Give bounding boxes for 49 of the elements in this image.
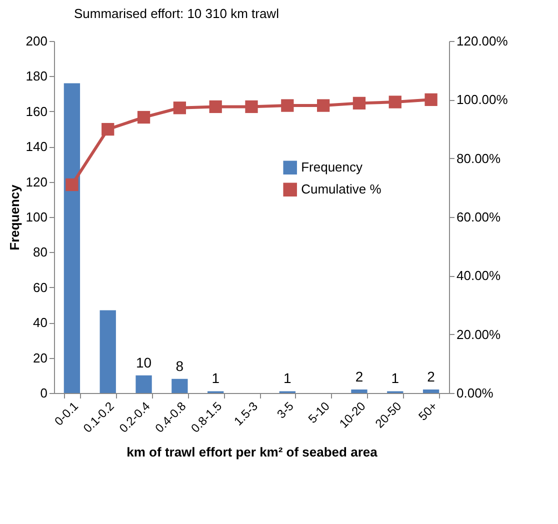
x-tick-label: 50+	[416, 399, 440, 424]
point	[388, 96, 402, 108]
y-tick-label: 200	[26, 34, 48, 48]
y-axis-title: Frequency	[6, 184, 22, 250]
y-tick-label: 140	[26, 139, 48, 154]
y-tick-label: 100	[26, 210, 48, 224]
point	[281, 99, 294, 112]
bar	[100, 310, 116, 393]
point	[173, 102, 186, 114]
x-tick-label: 3-5	[274, 398, 297, 422]
point	[424, 93, 438, 106]
y2-tick-label: 80.00%	[456, 150, 502, 166]
y2-tick-label: 100.00%	[456, 92, 508, 108]
point	[102, 122, 114, 136]
y-tick-label: 0	[40, 386, 48, 400]
point	[137, 110, 150, 124]
y2-tick-label: 60.00%	[456, 210, 502, 224]
y-tick-label: 20	[33, 350, 48, 366]
data-label: 2	[427, 368, 436, 384]
point	[209, 100, 222, 114]
data-label: 1	[212, 370, 220, 386]
bar	[422, 389, 440, 393]
y-tick-label: 160	[26, 104, 48, 119]
data-label: 1	[284, 370, 292, 386]
bar	[64, 83, 80, 393]
data-label: 10	[136, 354, 152, 370]
legend-label: Frequency	[301, 160, 364, 175]
y2-tick-label: 120.00%	[456, 34, 508, 48]
point	[245, 100, 258, 114]
y2-tick-label: 0.00%	[456, 386, 494, 400]
legend-label: Cumulative %	[301, 182, 382, 197]
point	[316, 99, 330, 112]
y-tick-label: 60	[33, 280, 48, 295]
bar	[172, 378, 188, 393]
point	[66, 178, 78, 192]
y2-tick-label: 20.00%	[456, 326, 502, 342]
y2-tick-label: 40.00%	[456, 268, 502, 284]
y-tick-label: 80	[33, 244, 48, 260]
chart-title: Summarised effort: 10 310 km trawl	[74, 6, 280, 21]
y-tick-label: 120	[26, 174, 48, 190]
data-label: 1	[391, 370, 400, 386]
y-tick-label: 180	[26, 68, 48, 84]
data-label: 2	[355, 368, 364, 384]
point	[352, 96, 366, 110]
data-label: 8	[176, 358, 184, 374]
y-tick-label: 40	[33, 315, 48, 330]
bar	[136, 375, 152, 393]
x-axis-title: km of trawl effort per km² of seabed area	[126, 444, 378, 460]
bar	[351, 389, 368, 393]
